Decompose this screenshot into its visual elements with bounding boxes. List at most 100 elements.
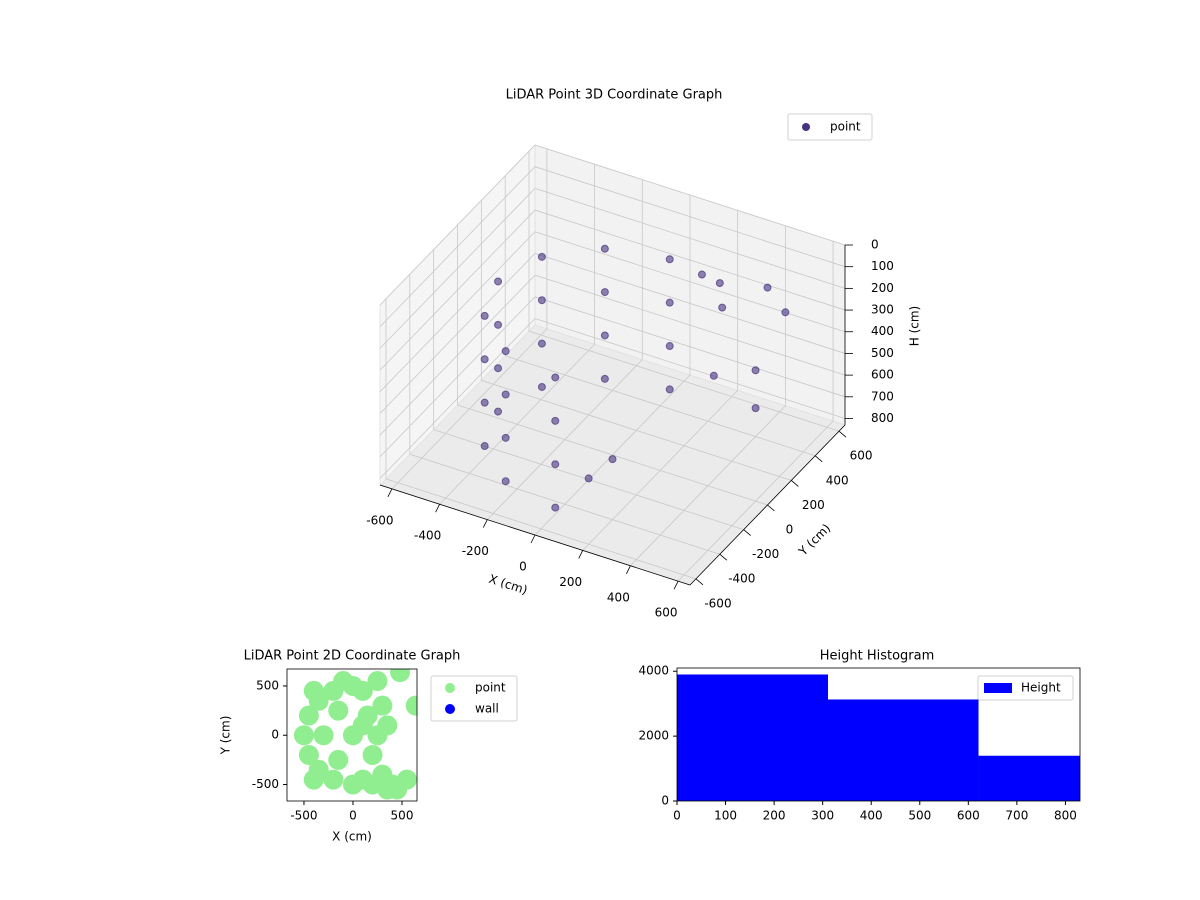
z-tick-label: 500: [871, 346, 894, 360]
plot-area: [293, 669, 417, 800]
tick-mark: [387, 488, 393, 498]
x-tick-label: 100: [714, 809, 737, 823]
grid-line: [379, 274, 536, 436]
tick-mark: [791, 480, 799, 487]
tick-mark: [626, 565, 631, 574]
x-tick-label: -600: [366, 513, 393, 527]
x-tick-label: 0: [349, 809, 357, 823]
point: [328, 700, 349, 721]
grid-line: [385, 478, 697, 580]
grid-line: [505, 355, 816, 457]
point: [372, 695, 393, 716]
point: [551, 373, 560, 382]
point: [480, 355, 489, 364]
tick-mark: [673, 580, 679, 590]
grid-line: [379, 209, 536, 371]
point: [501, 347, 510, 356]
y-tick-label: 4000: [638, 664, 669, 678]
tick-mark: [530, 534, 536, 544]
z-tick-label: 400: [871, 324, 894, 338]
z-tick-label: 600: [871, 368, 894, 382]
grid-line: [481, 380, 792, 481]
point: [328, 749, 349, 770]
grid-line: [534, 166, 846, 268]
tick-mark: [435, 504, 440, 513]
tick-mark: [838, 430, 847, 438]
z-tick-label: 800: [871, 411, 894, 425]
bar: [828, 699, 979, 801]
y-tick-label: 600: [850, 449, 873, 463]
grid-line: [534, 144, 846, 246]
point: [494, 320, 503, 329]
grid-line: [379, 318, 536, 479]
point: [665, 385, 674, 394]
z-axis-label: H (cm): [908, 306, 922, 347]
x-tick-label: -400: [414, 529, 441, 543]
point: [352, 680, 373, 701]
z-tick-label: 700: [871, 389, 894, 403]
y-tick-label: 0: [271, 728, 279, 742]
point: [313, 725, 334, 746]
y-tick-label: 0: [661, 794, 669, 808]
legend-marker: [445, 704, 455, 714]
tick-mark: [743, 529, 751, 536]
y-tick-label: 200: [802, 498, 825, 512]
point: [480, 311, 489, 320]
point: [362, 744, 383, 765]
legend-label: point: [830, 120, 861, 134]
point: [352, 715, 373, 736]
legend-box: [787, 113, 873, 141]
point: [494, 277, 503, 286]
chart-title: LiDAR Point 2D Coordinate Graph: [244, 649, 461, 664]
grid-line: [379, 144, 536, 306]
bar: [677, 674, 829, 801]
tick-mark: [578, 550, 584, 559]
y-axis-label: Y (cm): [219, 716, 233, 756]
point: [537, 382, 546, 391]
point: [600, 374, 609, 383]
grid-line: [379, 253, 536, 414]
z-tick-label: 0: [871, 238, 879, 252]
tick-mark: [767, 504, 775, 512]
x-tick-label: 0: [519, 560, 527, 574]
point: [293, 725, 314, 746]
grid-line: [379, 188, 536, 349]
point: [551, 460, 560, 469]
grid-line: [534, 296, 846, 398]
grid-line: [534, 318, 846, 419]
x-tick-label: 400: [607, 590, 630, 604]
legend-marker: [802, 123, 810, 131]
tick-mark: [695, 578, 704, 586]
grid-line: [379, 166, 536, 327]
y-tick-label: -200: [752, 547, 779, 561]
x-tick-label: 700: [1005, 809, 1028, 823]
tick-mark: [814, 455, 823, 463]
point: [665, 255, 674, 264]
tick-mark: [719, 553, 728, 561]
y-tick-label: 2000: [638, 729, 669, 743]
chart-title: LiDAR Point 3D Coordinate Graph: [506, 88, 723, 103]
point: [537, 296, 546, 305]
point: [405, 695, 417, 716]
point: [763, 283, 772, 292]
point: [323, 769, 344, 790]
point: [551, 503, 560, 512]
point: [697, 270, 706, 279]
legend-label: Height: [1021, 681, 1061, 695]
point: [709, 371, 718, 380]
z-tick-label: 300: [871, 303, 894, 317]
grid-line: [528, 330, 840, 432]
x-tick-label: 300: [811, 809, 834, 823]
point: [303, 769, 324, 790]
point: [501, 477, 510, 486]
point: [367, 725, 388, 746]
x-tick-label: -500: [290, 809, 317, 823]
point: [480, 398, 489, 407]
x-axis-label: X (cm): [332, 830, 372, 844]
point: [665, 298, 674, 307]
point: [298, 705, 319, 726]
point: [537, 252, 546, 261]
point: [480, 442, 489, 451]
point: [537, 339, 546, 348]
y-tick-label: -600: [704, 596, 731, 610]
